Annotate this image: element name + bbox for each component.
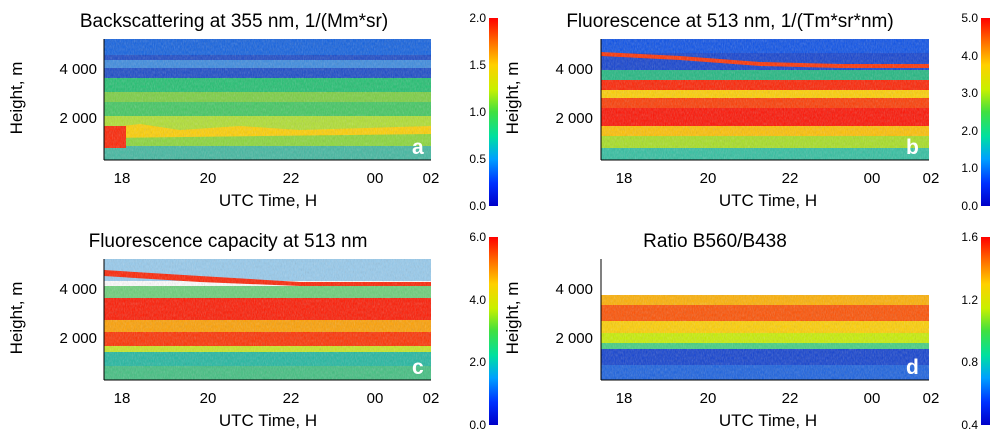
panel-a-colorbar-tick: 0.5: [469, 152, 486, 166]
panel-d-colorbar-tick: 1.2: [961, 293, 978, 307]
panel-b-x-tick: 20: [700, 170, 717, 187]
panel-a-colorbar: [489, 18, 498, 206]
panel-b-title: Fluorescence at 513 nm, 1/(Tm*sr*nm): [566, 11, 893, 32]
panel-b-x-label: UTC Time, H: [719, 191, 817, 210]
panel-c-texture: [104, 259, 431, 380]
panel-b-texture: [601, 39, 929, 160]
panel-d-colorbar-tick: 1.6: [961, 230, 978, 244]
panel-d-letter: d: [906, 356, 919, 379]
panel-d-texture: [601, 295, 929, 380]
panel-d-colorbar-tick: 0.8: [961, 355, 978, 369]
panel-b-y-tick: 4 000: [555, 61, 593, 78]
panel-c-x-tick: 18: [114, 390, 131, 407]
panel-c-letter: c: [412, 356, 424, 379]
panel-b-letter: b: [906, 136, 919, 159]
panel-a-title: Backscattering at 355 nm, 1/(Mm*sr): [80, 11, 388, 32]
panel-d-y-tick: 4 000: [555, 281, 593, 298]
panel-a-y-tick: 4 000: [59, 61, 97, 78]
panel-c-colorbar-tick: 2.0: [469, 355, 486, 369]
panel-c-x-label: UTC Time, H: [219, 411, 317, 430]
panel-a-texture: [104, 39, 431, 160]
panel-c-colorbar-tick: 6.0: [469, 230, 486, 244]
panel-d-x-label: UTC Time, H: [719, 411, 817, 430]
panel-c-x-tick: 22: [283, 390, 300, 407]
panel-d: Ratio B560/B438 d 2 000 4 000 18 20 22 0…: [503, 230, 990, 432]
panel-b-colorbar-tick: 1.0: [961, 161, 978, 175]
panel-b-colorbar-tick: 5.0: [961, 11, 978, 25]
panel-c: Fluorescence capacity at 513 nm c 2 000 …: [7, 230, 498, 432]
panel-d-x-tick: 00: [864, 390, 881, 407]
panel-a-y-tick: 2 000: [59, 110, 97, 127]
panel-a-x-tick: 18: [114, 170, 131, 187]
panel-d-y-tick: 2 000: [555, 330, 593, 347]
panel-c-title: Fluorescence capacity at 513 nm: [89, 231, 368, 252]
panel-b-x-tick: 22: [782, 170, 799, 187]
panel-a-colorbar-tick: 1.0: [469, 105, 486, 119]
panel-d-x-tick: 02: [923, 390, 940, 407]
panel-d-x-tick: 20: [700, 390, 717, 407]
panel-b: Fluorescence at 513 nm, 1/(Tm*sr*nm) b 2…: [503, 11, 990, 213]
panel-b-y-label: Height, m: [503, 62, 522, 135]
panel-a: Backscattering at 355 nm, 1/(Mm*sr) a 2 …: [7, 11, 498, 213]
panel-c-x-tick: 02: [423, 390, 440, 407]
panel-d-x-tick: 22: [782, 390, 799, 407]
panel-a-colorbar-tick: 1.5: [469, 58, 486, 72]
panel-d-title: Ratio B560/B438: [643, 231, 787, 252]
panel-c-y-tick: 4 000: [59, 281, 97, 298]
panel-a-letter: a: [412, 136, 424, 159]
panel-b-colorbar-tick: 4.0: [961, 49, 978, 63]
panel-a-x-tick: 00: [367, 170, 384, 187]
panel-b-x-tick: 00: [864, 170, 881, 187]
panel-d-x-tick: 18: [616, 390, 633, 407]
panel-b-y-tick: 2 000: [555, 110, 593, 127]
panel-b-colorbar: [981, 18, 990, 206]
panel-a-x-tick: 22: [283, 170, 300, 187]
panel-c-colorbar-tick: 0.0: [469, 418, 486, 432]
panel-b-colorbar-tick: 0.0: [961, 199, 978, 213]
panel-a-colorbar-tick: 2.0: [469, 11, 486, 25]
panel-c-x-tick: 00: [367, 390, 384, 407]
panel-a-x-tick: 20: [200, 170, 217, 187]
panel-c-x-tick: 20: [200, 390, 217, 407]
panel-b-colorbar-tick: 3.0: [961, 86, 978, 100]
panel-c-y-label: Height, m: [7, 282, 26, 355]
panel-b-colorbar-tick: 2.0: [961, 124, 978, 138]
panel-c-colorbar-tick: 4.0: [469, 293, 486, 307]
panel-c-y-tick: 2 000: [59, 330, 97, 347]
panel-a-x-tick: 02: [423, 170, 440, 187]
panel-d-colorbar: [981, 237, 990, 425]
panel-a-x-label: UTC Time, H: [219, 191, 317, 210]
panel-d-colorbar-tick: 0.4: [961, 418, 978, 432]
panel-a-y-label: Height, m: [7, 62, 26, 135]
panel-d-y-label: Height, m: [503, 282, 522, 355]
panel-b-x-tick: 02: [923, 170, 940, 187]
panel-b-x-tick: 18: [616, 170, 633, 187]
panel-c-colorbar: [489, 237, 498, 425]
panel-a-colorbar-tick: 0.0: [469, 199, 486, 213]
